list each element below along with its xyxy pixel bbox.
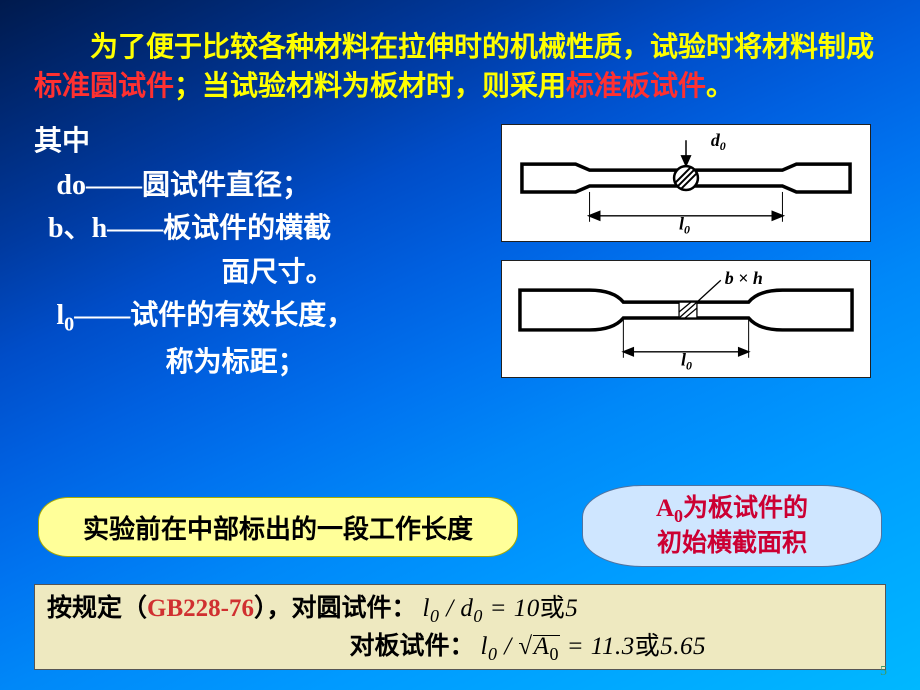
callout-working-length: 实验前在中部标出的一段工作长度 [38,497,518,557]
callout-a0-sub: 0 [674,506,683,526]
callout-a0-b: 为板试件的 [683,495,808,522]
svg-text:l0: l0 [679,214,690,236]
std-line2: 对板试件：l0 / √A0 = 11.3或5.65 [47,629,873,667]
std-line2-label: 对板试件： [350,633,475,660]
callouts-row: 实验前在中部标出的一段工作长度 A0为板试件的 初始横截面积 [34,485,886,571]
legend-heading: 其中 [34,120,474,163]
intro-emph1: 标准圆试件 [34,71,174,102]
svg-text:b × h: b × h [725,269,763,289]
intro-seg1: 为了便于比较各种材料在拉伸时的机械性质，试验时将材料制成 [90,32,874,63]
page-number: 5 [880,664,887,680]
middle-row: 其中 do——圆试件直径； b、h——板试件的横截 面尺寸。 l0——试件的有效… [34,120,886,384]
legend-bh2: 面尺寸。 [34,251,474,294]
intro-seg2: ；当试验材料为板材时，则采用 [174,71,566,102]
std-gb-code: GB228-76 [147,595,254,622]
diagram-column: d0 l0 [486,120,886,384]
legend-l0-rest: ——试件的有效长度， [74,300,354,331]
legend-l0-l: l [56,300,64,331]
intro-emph2: 标准板试件 [566,71,706,102]
legend-do: do——圆试件直径； [34,164,474,207]
standard-box: 按规定（GB228-76），对圆试件：l0 / d0 = 10或5 对板试件：l… [34,584,886,670]
diagram-round-specimen: d0 l0 [501,124,871,242]
svg-text:l0: l0 [681,350,692,372]
round-specimen-svg: d0 l0 [512,130,860,236]
callout-working-length-text: 实验前在中部标出的一段工作长度 [83,509,473,546]
callout-a0-a: A [656,495,674,522]
std-prefix: 按规定（ [47,595,147,622]
callout-a0-line2: 初始横截面积 [657,530,807,557]
callout-a0-text: A0为板试件的 初始横截面积 [656,493,808,559]
plate-specimen-svg: b × h l0 [512,266,860,372]
legend-l0-sub: 0 [64,314,74,336]
std-formula1: l0 / d0 = 10或5 [416,595,578,622]
legend: 其中 do——圆试件直径； b、h——板试件的横截 面尺寸。 l0——试件的有效… [34,120,474,384]
legend-gauge: 称为标距； [34,341,474,384]
legend-bh: b、h——板试件的横截 [34,207,474,250]
diagram-plate-specimen: b × h l0 [501,260,871,378]
intro-paragraph: 为了便于比较各种材料在拉伸时的机械性质，试验时将材料制成标准圆试件；当试验材料为… [34,28,886,106]
std-mid: ），对圆试件： [254,595,417,622]
intro-seg3: 。 [706,71,734,102]
callout-a0: A0为板试件的 初始横截面积 [582,485,882,567]
std-line1: 按规定（GB228-76），对圆试件：l0 / d0 = 10或5 [47,591,873,629]
legend-l0: l0——试件的有效长度， [34,294,474,341]
std-formula2: l0 / √A0 = 11.3或5.65 [475,633,706,660]
slide: 为了便于比较各种材料在拉伸时的机械性质，试验时将材料制成标准圆试件；当试验材料为… [0,0,920,690]
svg-text:d0: d0 [711,131,726,154]
